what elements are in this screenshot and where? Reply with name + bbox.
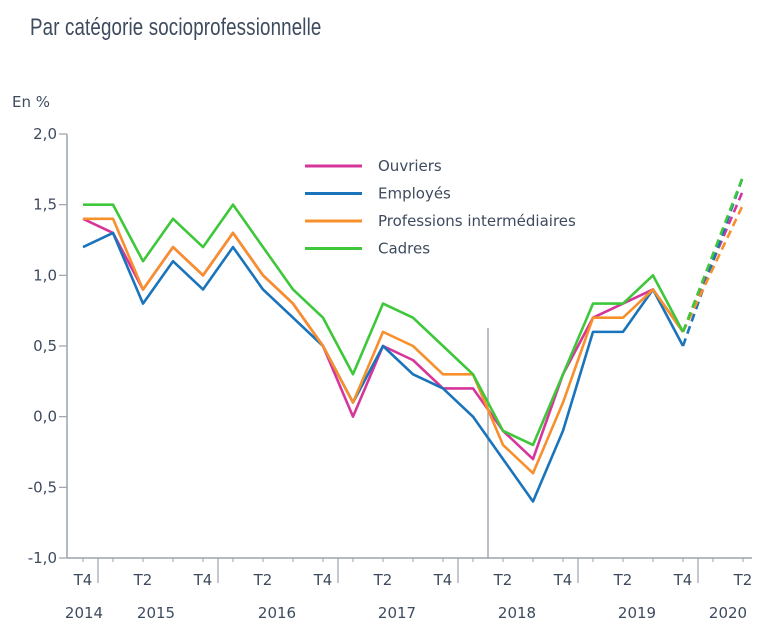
series-forecast-line-3 [681, 175, 745, 333]
y-tick-label: -1,0 [28, 549, 57, 567]
y-tick-label: 1,5 [33, 196, 57, 214]
x-tick-label: T2 [253, 571, 273, 589]
series-forecast-line-1 [681, 175, 745, 347]
x-tick-label: T4 [193, 571, 213, 589]
x-tick-label: T2 [733, 571, 753, 589]
year-label: 2016 [258, 604, 296, 622]
year-label: 2020 [709, 604, 747, 622]
legend-label: Cadres [378, 240, 430, 258]
y-tick-label: 0,0 [33, 408, 57, 426]
x-tick-label: T4 [73, 571, 93, 589]
legend-label: Professions intermédiaires [378, 212, 576, 230]
y-tick-label: 0,5 [33, 337, 57, 355]
year-label: 2019 [618, 604, 656, 622]
year-label: 2018 [498, 604, 536, 622]
year-label: 2014 [65, 604, 103, 622]
x-tick-label: T2 [493, 571, 513, 589]
year-label: 2015 [137, 604, 175, 622]
series-forecast-line-0 [681, 190, 745, 333]
year-label: 2017 [378, 604, 416, 622]
x-tick-label: T2 [373, 571, 393, 589]
x-tick-label: T4 [673, 571, 693, 589]
y-tick-label: 1,0 [33, 266, 57, 284]
y-tick-label: -0,5 [28, 478, 57, 496]
x-tick-label: T4 [313, 571, 333, 589]
chart-title: Par catégorie socioprofessionnelle [30, 14, 322, 41]
x-tick-label: T2 [133, 571, 153, 589]
y-axis-unit-label: En % [12, 93, 51, 111]
series-forecast-line-2 [681, 204, 745, 333]
x-tick-label: T4 [433, 571, 453, 589]
y-tick-label: 2,0 [33, 125, 57, 143]
x-tick-label: T4 [553, 571, 573, 589]
series-line-1 [82, 231, 685, 503]
legend-label: Ouvriers [378, 157, 442, 175]
x-tick-label: T2 [613, 571, 633, 589]
legend-label: Employés [378, 185, 451, 203]
